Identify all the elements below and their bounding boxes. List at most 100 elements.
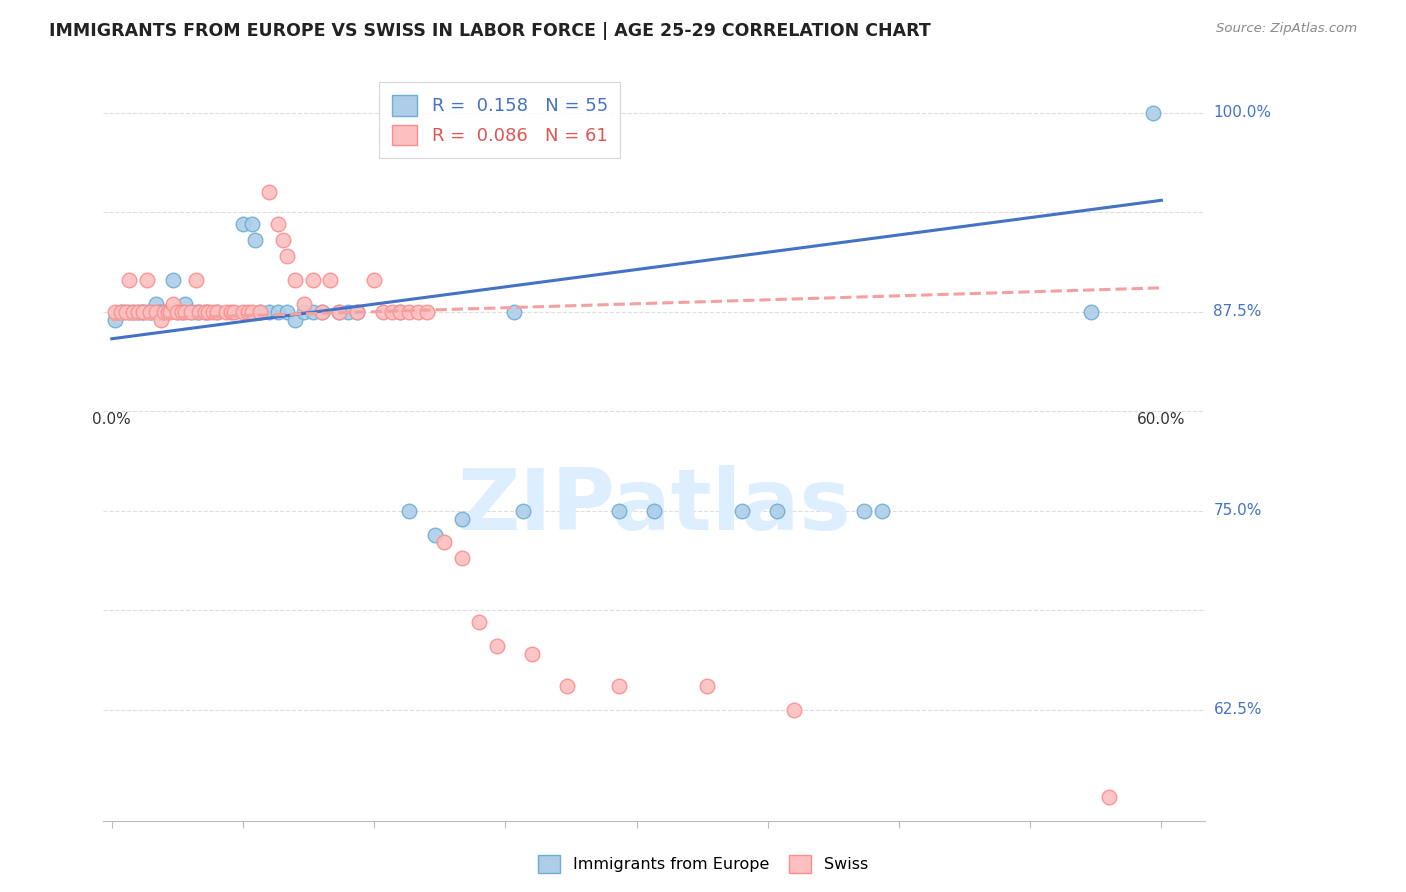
Point [398,503,420,517]
Point [145,297,167,311]
Point [398,304,420,318]
Point [389,304,412,318]
Point [245,233,267,247]
Point [271,233,294,247]
Point [853,503,876,517]
Point [240,304,263,318]
Point [311,304,333,318]
Point [292,304,315,318]
Point [153,304,176,318]
Point [219,304,242,318]
Point [240,217,263,231]
Point [302,273,325,287]
Point [512,503,534,517]
Point [131,304,153,318]
Text: 75.0%: 75.0% [1213,503,1261,518]
Point [406,304,429,318]
Point [363,273,385,287]
Point [1080,304,1102,318]
Point [104,304,127,318]
Point [555,679,578,693]
Point [389,304,412,318]
Point [139,304,162,318]
Point [118,304,141,318]
Point [415,304,437,318]
Text: ZIPatlas: ZIPatlas [457,466,851,549]
Point [485,639,508,653]
Point [159,304,181,318]
Point [132,304,155,318]
Point [643,503,665,517]
Point [249,304,271,318]
Point [174,304,197,318]
Point [104,312,127,326]
Point [162,273,184,287]
Point [149,312,172,326]
Point [1142,105,1164,120]
Text: 87.5%: 87.5% [1213,304,1261,319]
Point [292,297,315,311]
Point [162,297,184,311]
Point [302,304,325,318]
Point [730,503,752,517]
Point [170,304,193,318]
Point [148,304,170,318]
Point [381,304,404,318]
Point [257,304,280,318]
Point [156,304,179,318]
Text: 100.0%: 100.0% [1213,105,1271,120]
Point [346,304,368,318]
Point [205,304,228,318]
Point [346,304,368,318]
Legend: Immigrants from Europe, Swiss: Immigrants from Europe, Swiss [531,848,875,880]
Point [121,304,143,318]
Point [127,304,149,318]
Point [696,679,718,693]
Point [450,511,472,525]
Point [121,304,143,318]
Point [1098,790,1121,805]
Point [870,503,893,517]
Point [188,304,211,318]
Point [520,647,543,661]
Point [141,304,163,318]
Point [276,304,298,318]
Point [127,304,149,318]
Point [257,186,280,200]
Text: IMMIGRANTS FROM EUROPE VS SWISS IN LABOR FORCE | AGE 25-29 CORRELATION CHART: IMMIGRANTS FROM EUROPE VS SWISS IN LABOR… [49,22,931,40]
Point [149,304,172,318]
Text: 0.0%: 0.0% [93,412,131,427]
Point [112,304,135,318]
Point [232,304,254,318]
Point [267,217,290,231]
Text: 60.0%: 60.0% [1137,412,1185,427]
Point [153,304,176,318]
Point [197,304,219,318]
Point [135,273,157,287]
Point [139,304,162,318]
Point [110,304,132,318]
Point [145,304,167,318]
Point [193,304,215,318]
Point [607,503,630,517]
Point [145,304,167,318]
Point [765,503,787,517]
Point [328,304,350,318]
Point [276,249,298,263]
Point [110,304,132,318]
Point [450,551,472,566]
Point [132,304,155,318]
Point [425,527,447,541]
Text: 62.5%: 62.5% [1213,702,1263,717]
Point [180,304,202,318]
Point [284,312,307,326]
Text: Source: ZipAtlas.com: Source: ZipAtlas.com [1216,22,1357,36]
Point [170,304,193,318]
Point [328,304,350,318]
Point [202,304,225,318]
Point [197,304,219,318]
Point [180,304,202,318]
Point [184,273,207,287]
Point [319,273,342,287]
Point [214,304,236,318]
